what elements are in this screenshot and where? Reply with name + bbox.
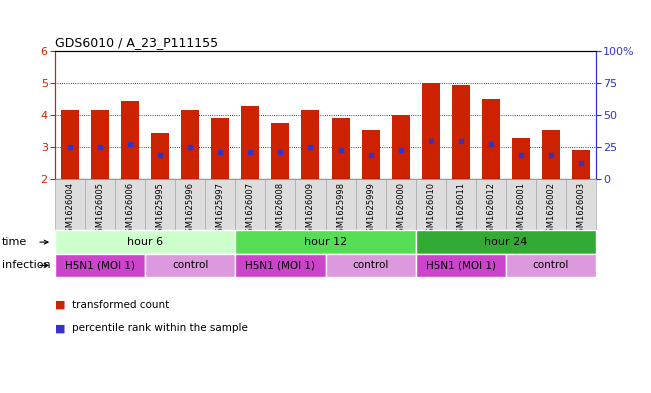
Text: GSM1626002: GSM1626002 xyxy=(546,182,555,238)
Text: GSM1626008: GSM1626008 xyxy=(276,182,285,238)
Bar xyxy=(536,179,566,230)
Text: infection: infection xyxy=(2,261,51,270)
Bar xyxy=(566,179,596,230)
Bar xyxy=(271,123,290,179)
Bar xyxy=(212,118,229,179)
Bar xyxy=(145,254,236,277)
Bar xyxy=(55,179,85,230)
Bar xyxy=(55,254,145,277)
Bar xyxy=(236,179,266,230)
Bar xyxy=(242,106,260,179)
Bar xyxy=(301,110,320,179)
Text: GSM1626005: GSM1626005 xyxy=(96,182,105,238)
Bar xyxy=(385,179,415,230)
Text: GSM1626011: GSM1626011 xyxy=(456,182,465,238)
Bar xyxy=(542,130,560,179)
Text: GSM1626009: GSM1626009 xyxy=(306,182,315,238)
Bar xyxy=(91,110,109,179)
Text: control: control xyxy=(352,261,389,270)
Text: hour 6: hour 6 xyxy=(128,237,163,247)
Text: time: time xyxy=(2,237,27,247)
Text: GSM1626000: GSM1626000 xyxy=(396,182,405,238)
Bar xyxy=(572,151,590,179)
Bar xyxy=(415,230,596,254)
Bar xyxy=(512,138,530,179)
Text: GSM1626012: GSM1626012 xyxy=(486,182,495,238)
Text: GSM1626003: GSM1626003 xyxy=(576,182,585,238)
Bar xyxy=(452,85,469,179)
Bar xyxy=(121,101,139,179)
Text: ■: ■ xyxy=(55,323,66,333)
Bar xyxy=(115,179,145,230)
Text: GSM1625999: GSM1625999 xyxy=(366,182,375,238)
Bar xyxy=(85,179,115,230)
Bar xyxy=(236,254,326,277)
Text: GSM1625995: GSM1625995 xyxy=(156,182,165,238)
Bar xyxy=(55,230,236,254)
Bar xyxy=(326,179,355,230)
Bar xyxy=(415,254,506,277)
Bar xyxy=(331,118,350,179)
Bar xyxy=(445,179,476,230)
Bar xyxy=(152,133,169,179)
Bar xyxy=(415,179,445,230)
Text: GSM1625998: GSM1625998 xyxy=(336,182,345,238)
Text: ■: ■ xyxy=(55,299,66,310)
Bar xyxy=(361,130,380,179)
Text: GSM1625996: GSM1625996 xyxy=(186,182,195,238)
Bar xyxy=(236,230,415,254)
Bar xyxy=(422,83,439,179)
Bar xyxy=(506,179,536,230)
Text: transformed count: transformed count xyxy=(72,299,169,310)
Text: percentile rank within the sample: percentile rank within the sample xyxy=(72,323,247,333)
Bar xyxy=(355,179,385,230)
Bar xyxy=(391,115,409,179)
Text: H5N1 (MOI 1): H5N1 (MOI 1) xyxy=(426,261,495,270)
Text: control: control xyxy=(173,261,208,270)
Bar xyxy=(476,179,506,230)
Text: GSM1626006: GSM1626006 xyxy=(126,182,135,238)
Bar xyxy=(182,110,199,179)
Bar xyxy=(61,110,79,179)
Text: GSM1626010: GSM1626010 xyxy=(426,182,435,238)
Text: GSM1625997: GSM1625997 xyxy=(216,182,225,238)
Bar xyxy=(175,179,206,230)
Bar xyxy=(482,99,499,179)
Text: GSM1626004: GSM1626004 xyxy=(66,182,75,238)
Bar xyxy=(145,179,175,230)
Text: hour 24: hour 24 xyxy=(484,237,527,247)
Bar xyxy=(296,179,326,230)
Text: H5N1 (MOI 1): H5N1 (MOI 1) xyxy=(245,261,316,270)
Text: GSM1626007: GSM1626007 xyxy=(246,182,255,238)
Text: control: control xyxy=(533,261,569,270)
Text: H5N1 (MOI 1): H5N1 (MOI 1) xyxy=(65,261,135,270)
Bar xyxy=(326,254,415,277)
Text: GDS6010 / A_23_P111155: GDS6010 / A_23_P111155 xyxy=(55,35,219,48)
Bar xyxy=(506,254,596,277)
Bar xyxy=(266,179,296,230)
Text: GSM1626001: GSM1626001 xyxy=(516,182,525,238)
Bar xyxy=(206,179,236,230)
Text: hour 12: hour 12 xyxy=(304,237,347,247)
